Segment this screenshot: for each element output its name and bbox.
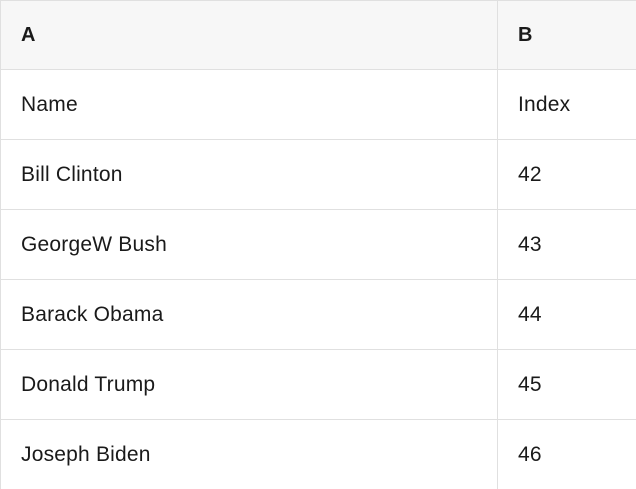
- table-row: Joseph Biden 46: [1, 420, 636, 489]
- table-cell-index[interactable]: 42: [518, 162, 542, 186]
- table-row: Name Index: [1, 70, 636, 140]
- column-header-b[interactable]: B: [518, 23, 533, 46]
- table-row: Bill Clinton 42: [1, 140, 636, 210]
- table-cell-index[interactable]: 45: [518, 372, 542, 396]
- column-header-a[interactable]: A: [1, 1, 498, 69]
- column-header-row: A B: [1, 1, 636, 70]
- table-cell-index[interactable]: 46: [518, 442, 542, 466]
- table-cell-index[interactable]: Index: [518, 92, 571, 116]
- table-cell-index[interactable]: 44: [518, 302, 542, 326]
- table-row: Donald Trump 45: [1, 350, 636, 420]
- table-body: Name Index Bill Clinton 42 GeorgeW Bush …: [1, 70, 636, 489]
- table-cell-name[interactable]: GeorgeW Bush: [1, 210, 498, 279]
- table-row: Barack Obama 44: [1, 280, 636, 350]
- table-cell-name[interactable]: Bill Clinton: [1, 140, 498, 209]
- table-cell-name[interactable]: Donald Trump: [1, 350, 498, 419]
- table-cell-name[interactable]: Joseph Biden: [1, 420, 498, 489]
- table-row: GeorgeW Bush 43: [1, 210, 636, 280]
- table-cell-index[interactable]: 43: [518, 232, 542, 256]
- table-cell-name[interactable]: Name: [1, 70, 498, 139]
- table-cell-name[interactable]: Barack Obama: [1, 280, 498, 349]
